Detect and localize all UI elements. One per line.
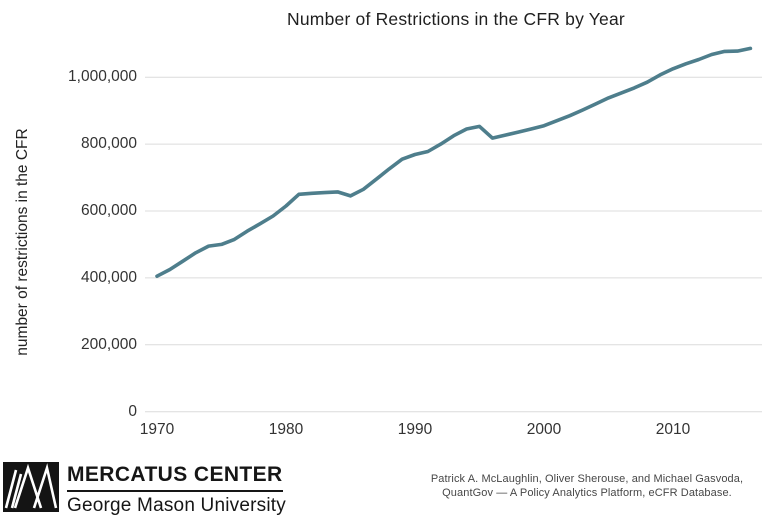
chart-title: Number of Restrictions in the CFR by Yea… — [287, 9, 625, 29]
credit-source: QuantGov — A Policy Analytics Platform, … — [442, 486, 732, 499]
x-tick-label: 1990 — [397, 421, 433, 438]
brand-text-block: MERCATUS CENTER George Mason University — [67, 463, 286, 517]
x-tick-label: 2010 — [655, 421, 691, 438]
y-tick-label: 600,000 — [80, 202, 137, 219]
brand-subtitle: George Mason University — [67, 495, 286, 516]
y-tick-label: 200,000 — [80, 335, 137, 353]
mercatus-logo-icon — [3, 462, 59, 517]
x-tick-label: 2000 — [526, 421, 562, 438]
x-tick-label: 1980 — [268, 421, 304, 438]
y-tick-label: 1,000,000 — [68, 68, 137, 86]
credit-authors: Patrick A. McLaughlin, Oliver Sherouse, … — [430, 473, 744, 485]
line-chart-plot — [145, 46, 762, 413]
x-tick-label: 1970 — [139, 421, 175, 438]
brand-name: MERCATUS CENTER — [67, 463, 283, 492]
y-tick-label: 0 — [128, 402, 137, 420]
data-credit: Patrick A. McLaughlin, Oliver Sherouse, … — [405, 473, 768, 500]
y-tick-label: 800,000 — [80, 135, 137, 153]
restrictions-in-cfr-line — [155, 46, 753, 279]
y-tick-label: 400,000 — [80, 268, 137, 286]
